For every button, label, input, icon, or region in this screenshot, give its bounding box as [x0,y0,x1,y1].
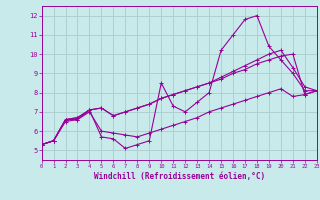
X-axis label: Windchill (Refroidissement éolien,°C): Windchill (Refroidissement éolien,°C) [94,172,265,181]
